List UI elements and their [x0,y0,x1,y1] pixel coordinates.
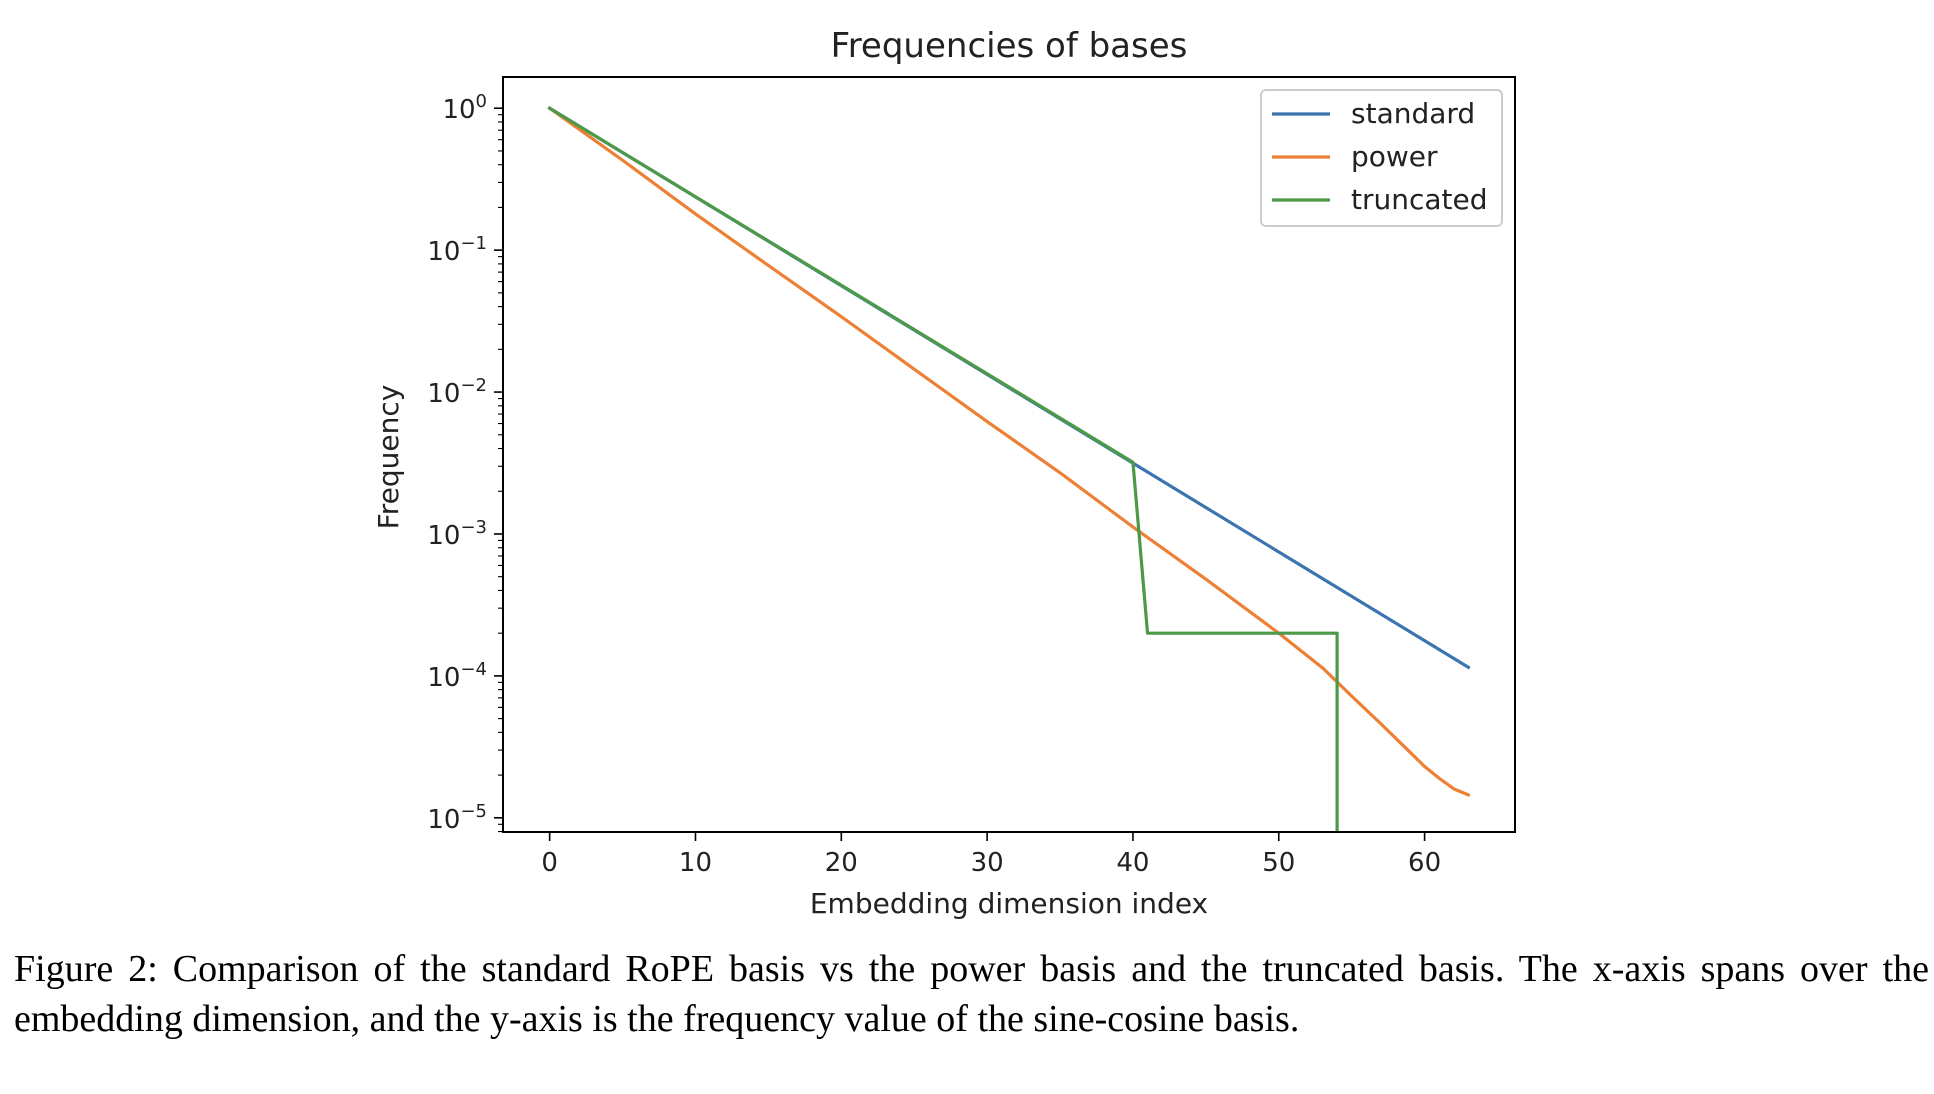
x-tick-label: 20 [825,848,858,878]
y-tick-label: 10−4 [427,659,487,693]
y-tick-label: 10−2 [427,375,487,409]
x-tick-label: 0 [541,848,558,878]
figure-caption: Figure 2: Comparison of the standard RoP… [14,948,1929,1040]
series-lines [547,105,1471,832]
x-tick-label: 10 [679,848,712,878]
y-axis-label: Frequency [372,385,405,530]
legend-label-power: power [1351,140,1438,173]
legend-label-standard: standard [1351,97,1475,130]
y-tick-label: 100 [442,91,487,125]
x-tick-label: 40 [1116,848,1149,878]
series-line-power [547,105,1471,798]
x-tick-label: 60 [1408,848,1441,878]
legend: standard power truncated [1260,89,1503,227]
chart-title: Frequencies of bases [831,26,1188,66]
series-line-truncated [547,106,1339,832]
x-tick-label: 30 [971,848,1004,878]
y-tick-label: 10−5 [427,801,487,835]
legend-box [1260,89,1503,227]
y-tick-label: 10−1 [427,233,487,267]
x-tick-label: 50 [1262,848,1295,878]
x-axis-label: Embedding dimension index [810,887,1208,920]
y-tick-label: 10−3 [427,517,487,551]
plot-frame [502,76,1516,833]
axis-ticks: 0 10 20 30 40 50 60 100 10−1 10−2 10−3 10−4 10−5 [427,91,1441,878]
legend-label-truncated: truncated [1351,183,1488,216]
frequencies-chart: Frequencies of bases 0 10 20 30 40 50 60 100 10−… [372,26,1516,920]
